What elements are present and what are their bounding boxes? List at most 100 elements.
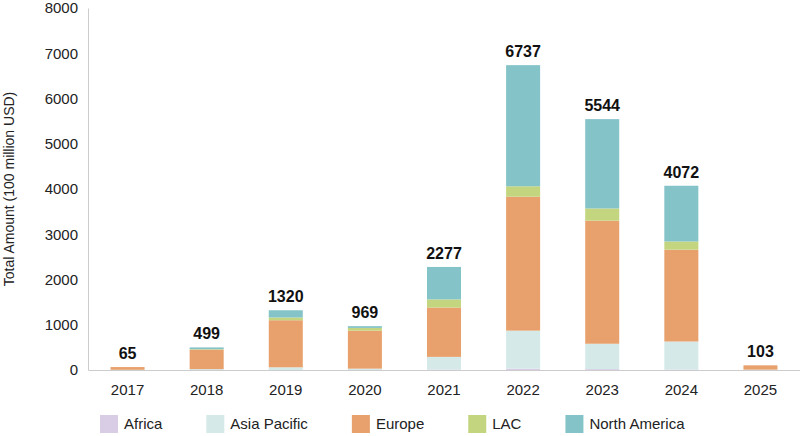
y-tick: 5000 [45,135,88,152]
y-tick: 4000 [45,180,88,197]
x-tick: 2024 [665,370,698,398]
x-tick-label: 2022 [506,381,539,398]
bar-segment [269,310,303,317]
legend-swatch [352,415,370,433]
series-bars [190,65,699,349]
legend-item: North America [565,415,685,433]
bars [111,65,778,370]
legend-label: Europe [376,415,424,432]
x-tick-label: 2019 [269,381,302,398]
x-tick: 2022 [506,370,539,398]
y-tick: 6000 [45,90,88,107]
total-label: 65 [119,345,137,362]
bar-segment [427,267,461,299]
total-labels: 65 499 1320 969 2277 6737 5544 4072 103 [119,43,774,362]
total-label: 103 [747,343,774,360]
legend-swatch [468,415,486,433]
bar-segment [348,331,382,369]
bar-segment [585,344,619,369]
bar-segment [664,241,698,249]
bar-segment [111,367,145,368]
y-tick-label: 8000 [45,0,78,16]
legend-swatch [206,415,224,433]
total-label: 5544 [584,97,620,114]
total-label: 499 [193,325,220,342]
y-axis: 0 1000 2000 3000 4000 5000 6000 7000 8000 [45,0,89,378]
x-tick: 2023 [586,370,619,398]
bar-segment [111,367,145,370]
series-bars [190,186,699,349]
bar-segment [585,221,619,344]
y-tick-label: 0 [70,361,78,378]
bar-segment [743,365,777,366]
x-tick: 2020 [348,370,381,398]
bar-segment [427,357,461,370]
x-tick-label: 2023 [586,381,619,398]
bar-segment [348,369,382,370]
y-axis-title: Total Amount (100 million USD) [1,92,17,287]
bar-segment [269,367,303,370]
legend-label: Asia Pacific [230,415,308,432]
legend-swatch [565,415,583,433]
legend-item: Europe [352,415,424,433]
total-label: 1320 [268,288,304,305]
legend: Africa Asia Pacific Europe LAC North America [100,415,685,433]
x-tick-label: 2017 [111,381,144,398]
bar-segment [664,341,698,369]
total-label: 6737 [505,43,541,60]
bar-segment [506,369,540,370]
total-label: 2277 [426,245,462,262]
x-tick-label: 2021 [427,381,460,398]
bar-segment [269,320,303,367]
legend-label: North America [589,415,685,432]
x-tick-label: 2024 [665,381,698,398]
series-bars [427,369,698,370]
y-tick: 7000 [45,45,88,62]
bar-segment [743,365,777,366]
bar-segment [111,367,145,368]
legend-item: Africa [100,415,163,433]
x-axis-line [89,370,800,371]
x-tick: 2021 [427,370,460,398]
bar-segment [506,186,540,196]
total-label: 969 [352,304,379,321]
y-tick: 3000 [45,226,88,243]
bar-segment [664,186,698,242]
y-tick: 8000 [45,0,88,16]
total-label: 4072 [664,164,700,181]
bar-segment [427,308,461,357]
bar-segment [269,318,303,321]
legend-swatch [100,415,118,433]
bar-segment [743,365,777,369]
legend-item: LAC [468,415,521,433]
chart: 65 499 1320 969 2277 6737 5544 4072 103 0 1000 2000… [0,0,800,436]
bar-segment [427,299,461,307]
legend-label: LAC [492,415,521,432]
x-tick: 2018 [190,370,223,398]
x-tick-label: 2018 [190,381,223,398]
bar-segment [190,350,224,369]
y-axis-line [88,9,89,371]
x-tick: 2019 [269,370,302,398]
legend-label: Africa [124,415,163,432]
x-tick: 2025 [744,370,777,398]
y-tick-label: 1000 [45,316,78,333]
y-tick: 1000 [45,316,88,333]
bar-segment [506,197,540,331]
bar-segment [585,208,619,220]
bar-segment [348,370,382,371]
bar-segment [348,326,382,328]
x-tick-label: 2025 [744,381,777,398]
bar-segment [190,370,224,371]
x-tick: 2017 [111,370,144,398]
y-tick: 2000 [45,271,88,288]
y-tick-label: 4000 [45,180,78,197]
y-tick: 0 [70,361,88,378]
y-tick-label: 2000 [45,271,78,288]
bar-segment [585,119,619,208]
bar-segment [506,65,540,186]
x-tick-label: 2020 [348,381,381,398]
bar-segment [506,331,540,369]
y-tick-label: 5000 [45,135,78,152]
y-tick-label: 3000 [45,226,78,243]
